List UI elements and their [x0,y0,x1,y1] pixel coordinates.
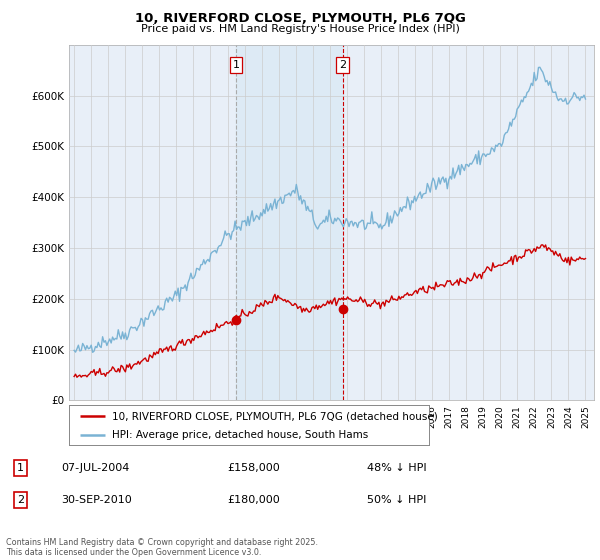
Text: 10, RIVERFORD CLOSE, PLYMOUTH, PL6 7QG (detached house): 10, RIVERFORD CLOSE, PLYMOUTH, PL6 7QG (… [112,411,438,421]
Text: 07-JUL-2004: 07-JUL-2004 [61,463,130,473]
Bar [236,45,343,400]
Text: £180,000: £180,000 [227,495,280,505]
Text: 2: 2 [17,495,24,505]
Text: 10, RIVERFORD CLOSE, PLYMOUTH, PL6 7QG: 10, RIVERFORD CLOSE, PLYMOUTH, PL6 7QG [134,12,466,25]
Text: 30-SEP-2010: 30-SEP-2010 [61,495,132,505]
Text: 1: 1 [17,463,24,473]
Text: HPI: Average price, detached house, South Hams: HPI: Average price, detached house, Sout… [112,430,368,440]
Text: 2: 2 [339,60,346,70]
Text: 1: 1 [233,60,239,70]
Text: 50% ↓ HPI: 50% ↓ HPI [367,495,426,505]
Text: £158,000: £158,000 [227,463,280,473]
Text: 48% ↓ HPI: 48% ↓ HPI [367,463,427,473]
Text: Price paid vs. HM Land Registry's House Price Index (HPI): Price paid vs. HM Land Registry's House … [140,24,460,34]
Text: Contains HM Land Registry data © Crown copyright and database right 2025.
This d: Contains HM Land Registry data © Crown c… [6,538,318,557]
